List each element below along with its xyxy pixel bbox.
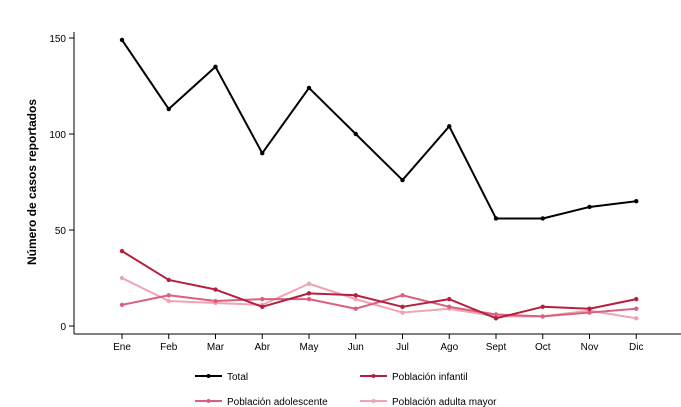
data-point — [540, 304, 545, 309]
legend-label: Población adulta mayor — [392, 397, 497, 407]
x-tick-label: Dic — [629, 342, 643, 353]
data-point — [400, 293, 405, 298]
data-point — [213, 64, 218, 70]
data-point — [587, 306, 592, 311]
data-point — [353, 306, 358, 311]
data-point — [353, 131, 358, 137]
y-tick-label: 0 — [60, 322, 66, 333]
data-point — [306, 296, 312, 302]
data-point — [119, 248, 125, 254]
x-tick-label: Jul — [396, 342, 409, 353]
data-point — [493, 316, 499, 321]
data-point — [540, 216, 545, 221]
x-tick-label: Oct — [535, 342, 551, 353]
y-axis-title: Número de casos reportados — [25, 99, 39, 265]
data-point — [260, 304, 265, 309]
x-tick-label: May — [300, 342, 319, 353]
data-point — [634, 199, 639, 204]
data-point — [166, 106, 171, 112]
x-tick-label: Mar — [207, 342, 225, 353]
data-point — [587, 204, 592, 210]
x-tick-label: Nov — [581, 342, 599, 353]
data-point — [260, 151, 265, 156]
data-point — [260, 296, 265, 302]
y-tick-label: 50 — [55, 226, 67, 237]
data-point — [353, 293, 358, 298]
data-point — [634, 296, 639, 302]
series-line — [121, 250, 637, 320]
data-point — [119, 302, 125, 308]
data-point — [447, 304, 452, 309]
axes: 0 50 100 150 Ene Feb Mar Abr May Jun Jul Ago Sept Oct… — [25, 32, 681, 353]
data-point — [353, 296, 358, 302]
data-point — [493, 312, 499, 317]
x-tick-label: Feb — [160, 342, 178, 353]
data-point — [306, 291, 312, 296]
x-tick-label: Ene — [113, 342, 131, 353]
data-point — [306, 281, 312, 286]
y-tick-label: 100 — [49, 130, 66, 141]
legend-swatch-marker — [206, 399, 211, 403]
data-point — [213, 298, 218, 304]
data-point — [166, 298, 171, 304]
legend-label: Población adolescente — [227, 397, 328, 407]
legend-label: Población infantil — [392, 372, 468, 383]
data-point — [540, 314, 545, 319]
y-tick-label: 150 — [49, 34, 66, 45]
legend-label: Total — [227, 372, 248, 383]
x-tick-label: Jun — [348, 342, 364, 353]
x-tick-label: Ago — [440, 342, 458, 353]
data-point — [306, 85, 312, 91]
legend-swatch-marker — [371, 374, 376, 378]
data-point — [400, 304, 405, 309]
data-point — [587, 310, 592, 315]
data-point — [634, 316, 639, 321]
data-point — [166, 277, 171, 283]
data-point — [634, 306, 639, 311]
data-point — [447, 124, 452, 129]
data-point — [166, 293, 171, 298]
data-point — [447, 296, 452, 302]
data-point — [400, 177, 405, 183]
series-line — [121, 39, 637, 220]
data-point — [400, 310, 405, 315]
data-point — [119, 275, 125, 281]
x-tick-label: Abr — [254, 342, 270, 353]
data-point — [119, 37, 125, 43]
legend-swatch-marker — [206, 374, 211, 378]
x-tick-label: Sept — [486, 342, 507, 353]
legend-swatch-marker — [371, 399, 376, 403]
series-layer — [119, 37, 639, 321]
legend: Total Población infantil Población adolesc… — [195, 372, 497, 407]
data-point — [213, 287, 218, 292]
data-point — [493, 216, 499, 221]
